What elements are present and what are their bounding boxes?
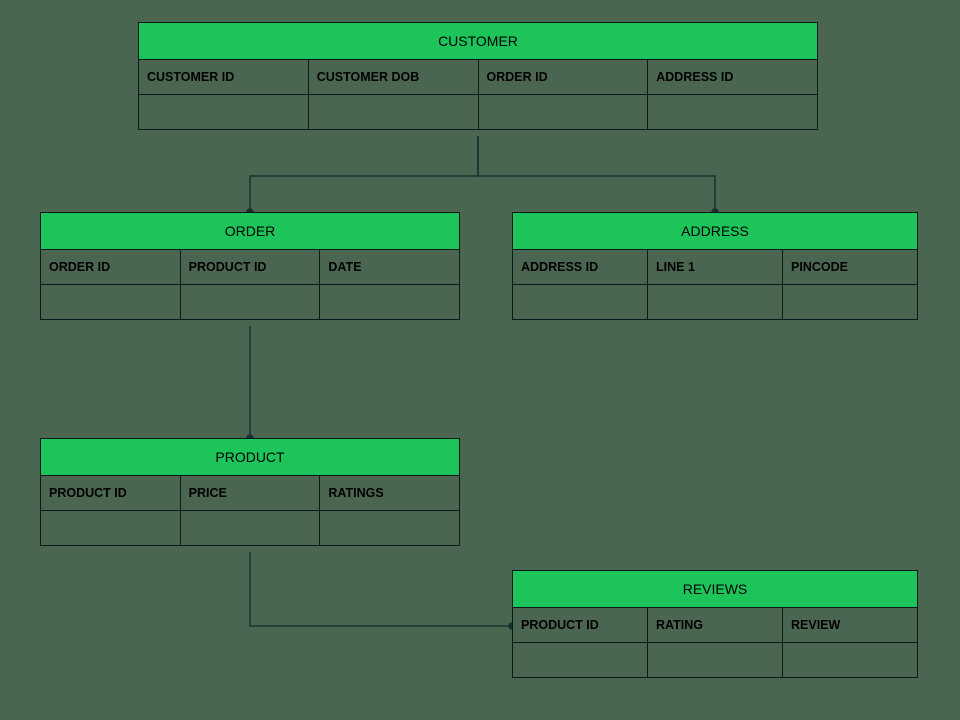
entity-columns: ORDER IDPRODUCT IDDATE <box>41 250 459 319</box>
connector-line <box>478 136 715 212</box>
column-header: PRICE <box>181 476 320 511</box>
column-header: ADDRESS ID <box>648 60 817 95</box>
entity-title: CUSTOMER <box>139 23 817 60</box>
entity-title: PRODUCT <box>41 439 459 476</box>
connector-line <box>250 136 478 212</box>
column-cell <box>513 643 647 677</box>
column-header: ORDER ID <box>479 60 648 95</box>
entity-title: REVIEWS <box>513 571 917 608</box>
column-cell <box>320 511 459 545</box>
column-cell <box>181 511 320 545</box>
entity-columns: CUSTOMER IDCUSTOMER DOBORDER IDADDRESS I… <box>139 60 817 129</box>
entity-product: PRODUCTPRODUCT IDPRICERATINGS <box>40 438 460 546</box>
column: PRICE <box>181 476 321 545</box>
column: LINE 1 <box>648 250 783 319</box>
connector-line <box>250 552 512 626</box>
column-cell <box>181 285 320 319</box>
column-header: ORDER ID <box>41 250 180 285</box>
column: ADDRESS ID <box>648 60 817 129</box>
column: PINCODE <box>783 250 917 319</box>
column-header: PINCODE <box>783 250 917 285</box>
column: ORDER ID <box>479 60 649 129</box>
entity-customer: CUSTOMERCUSTOMER IDCUSTOMER DOBORDER IDA… <box>138 22 818 130</box>
column-header: CUSTOMER DOB <box>309 60 478 95</box>
entity-columns: ADDRESS IDLINE 1PINCODE <box>513 250 917 319</box>
entity-title: ORDER <box>41 213 459 250</box>
column: PRODUCT ID <box>181 250 321 319</box>
entity-title: ADDRESS <box>513 213 917 250</box>
column-cell <box>648 643 782 677</box>
column-header: RATING <box>648 608 782 643</box>
column-header: DATE <box>320 250 459 285</box>
column: CUSTOMER DOB <box>309 60 479 129</box>
column-header: REVIEW <box>783 608 917 643</box>
column-cell <box>41 511 180 545</box>
entity-reviews: REVIEWSPRODUCT IDRATINGREVIEW <box>512 570 918 678</box>
column-header: ADDRESS ID <box>513 250 647 285</box>
column-cell <box>513 285 647 319</box>
column-header: RATINGS <box>320 476 459 511</box>
column: ADDRESS ID <box>513 250 648 319</box>
column-cell <box>648 95 817 129</box>
column-header: PRODUCT ID <box>41 476 180 511</box>
column: DATE <box>320 250 459 319</box>
column-cell <box>309 95 478 129</box>
column-header: PRODUCT ID <box>181 250 320 285</box>
entity-address: ADDRESSADDRESS IDLINE 1PINCODE <box>512 212 918 320</box>
column: REVIEW <box>783 608 917 677</box>
column-cell <box>41 285 180 319</box>
column-cell <box>648 285 782 319</box>
entity-order: ORDERORDER IDPRODUCT IDDATE <box>40 212 460 320</box>
column-header: LINE 1 <box>648 250 782 285</box>
column: RATINGS <box>320 476 459 545</box>
entity-columns: PRODUCT IDPRICERATINGS <box>41 476 459 545</box>
column-cell <box>139 95 308 129</box>
column-header: CUSTOMER ID <box>139 60 308 95</box>
column-cell <box>783 643 917 677</box>
entity-columns: PRODUCT IDRATINGREVIEW <box>513 608 917 677</box>
column-cell <box>783 285 917 319</box>
column: PRODUCT ID <box>41 476 181 545</box>
column-cell <box>320 285 459 319</box>
column: PRODUCT ID <box>513 608 648 677</box>
column: ORDER ID <box>41 250 181 319</box>
column-header: PRODUCT ID <box>513 608 647 643</box>
column: CUSTOMER ID <box>139 60 309 129</box>
column-cell <box>479 95 648 129</box>
column: RATING <box>648 608 783 677</box>
